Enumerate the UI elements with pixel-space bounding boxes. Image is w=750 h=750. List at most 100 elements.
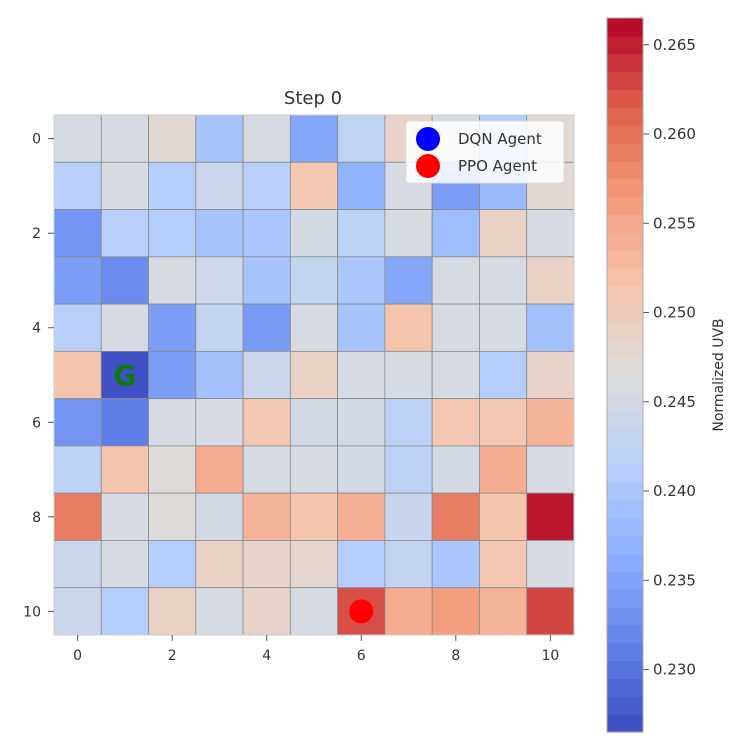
y-tick-label: 2 <box>32 226 41 242</box>
colorbar-tick-label: 0.240 <box>653 482 696 500</box>
heatmap-cell <box>53 303 102 352</box>
colorbar-label: Normalized UVB <box>711 318 727 431</box>
colorbar-tick-label: 0.250 <box>653 304 696 322</box>
colorbar-segment <box>607 250 643 269</box>
colorbar-segment <box>607 607 643 626</box>
heatmap-cell <box>148 492 197 541</box>
heatmap-cell <box>526 587 575 636</box>
heatmap-cell <box>195 540 244 589</box>
heatmap-cell <box>53 209 102 258</box>
heatmap-cell <box>195 209 244 258</box>
heatmap-cell <box>100 303 149 352</box>
heatmap-cell <box>431 350 480 400</box>
y-tick-label: 8 <box>32 510 41 526</box>
heatmap-cell <box>479 303 528 352</box>
heatmap-cell <box>384 398 433 447</box>
heatmap-cell <box>289 114 339 163</box>
heatmap-cell <box>289 398 339 447</box>
heatmap-cell <box>289 540 339 589</box>
heatmap-cell <box>289 445 339 494</box>
heatmap-cell <box>53 256 102 305</box>
heatmap-cell <box>53 540 102 589</box>
colorbar-frame <box>606 17 644 733</box>
heatmap-cell <box>100 540 149 589</box>
heatmap-cell <box>242 492 291 541</box>
colorbar-segment <box>607 446 643 465</box>
x-tick-label: 4 <box>262 648 271 664</box>
heatmap-cell <box>53 114 102 163</box>
heatmap-cell <box>148 209 197 258</box>
colorbar-segment <box>607 267 643 287</box>
heatmap-cell <box>526 445 575 494</box>
x-axis: 0 2 4 6 8 10 <box>73 635 559 664</box>
colorbar-segment <box>607 232 643 251</box>
heatmap-cell <box>337 398 386 447</box>
heatmap-cell <box>148 445 197 494</box>
heatmap-cell <box>479 587 528 636</box>
heatmap-cell <box>384 445 433 494</box>
heatmap-cell <box>384 350 433 400</box>
heatmap-cell <box>289 303 339 352</box>
colorbar-segment <box>607 71 643 90</box>
heatmap-cell <box>148 114 197 163</box>
colorbar-segment <box>607 696 643 715</box>
colorbar-segment <box>607 678 643 697</box>
colorbar-tick-label: 0.245 <box>653 393 696 411</box>
heatmap-cell <box>148 398 197 447</box>
heatmap-cell <box>289 492 339 541</box>
colorbar-segment <box>607 285 643 305</box>
heatmap-cell <box>384 209 433 258</box>
heatmap-cell <box>337 209 386 258</box>
colorbar-tick-label: 0.265 <box>653 36 696 54</box>
colorbar-segment <box>607 89 643 108</box>
heatmap-cell <box>431 540 480 589</box>
colorbar-segment <box>607 642 643 662</box>
colorbar-segment <box>607 178 643 198</box>
colorbar-segment <box>607 53 643 73</box>
heatmap-cell <box>337 114 386 163</box>
heatmap-cell <box>195 587 244 636</box>
heatmap-cell <box>195 445 244 494</box>
heatmap-cell <box>526 398 575 447</box>
heatmap-cell <box>337 350 386 400</box>
colorbar-tick-label: 0.255 <box>653 214 696 232</box>
heatmap-cell <box>53 398 102 447</box>
heatmap-cell <box>100 209 149 258</box>
heatmap-cell <box>242 161 291 210</box>
colorbar-segment <box>607 428 643 447</box>
colorbar-segment <box>607 392 643 412</box>
heatmap-cell <box>526 350 575 400</box>
colorbar-segment <box>607 375 643 394</box>
heatmap-cell <box>289 587 339 636</box>
heatmap-cell <box>195 350 244 400</box>
heatmap-cell <box>242 114 291 163</box>
heatmap-cell <box>148 540 197 589</box>
heatmap-cell <box>431 209 480 258</box>
heatmap-cell <box>242 445 291 494</box>
colorbar-tick-label: 0.230 <box>653 661 696 679</box>
x-tick-label: 2 <box>168 648 177 664</box>
heatmap-cell <box>195 114 244 163</box>
heatmap-cell <box>195 398 244 447</box>
colorbar-segment <box>607 303 643 323</box>
x-tick-label: 0 <box>73 648 82 664</box>
heatmap-cell <box>195 161 244 210</box>
heatmap-cell <box>100 587 149 636</box>
heatmap-cell <box>337 445 386 494</box>
heatmap-cell <box>53 350 102 400</box>
y-tick-label: 10 <box>23 604 41 620</box>
heatmap-cell <box>195 492 244 541</box>
colorbar-segment <box>607 214 643 233</box>
heatmap-cell <box>431 398 480 447</box>
legend-dqn-marker <box>416 127 440 151</box>
heatmap-cell <box>100 398 149 447</box>
heatmap-cell <box>479 492 528 541</box>
heatmap-cell <box>289 256 339 305</box>
colorbar-segment <box>607 660 643 680</box>
colorbar-segment <box>607 18 643 37</box>
heatmap-cell <box>384 540 433 589</box>
colorbar-ticks: 0.230 0.235 0.240 0.245 0.250 0.255 0.260 0.265 <box>643 36 696 679</box>
legend-ppo-marker <box>416 154 440 178</box>
y-tick-label: 6 <box>32 415 41 431</box>
heatmap-cell <box>431 445 480 494</box>
